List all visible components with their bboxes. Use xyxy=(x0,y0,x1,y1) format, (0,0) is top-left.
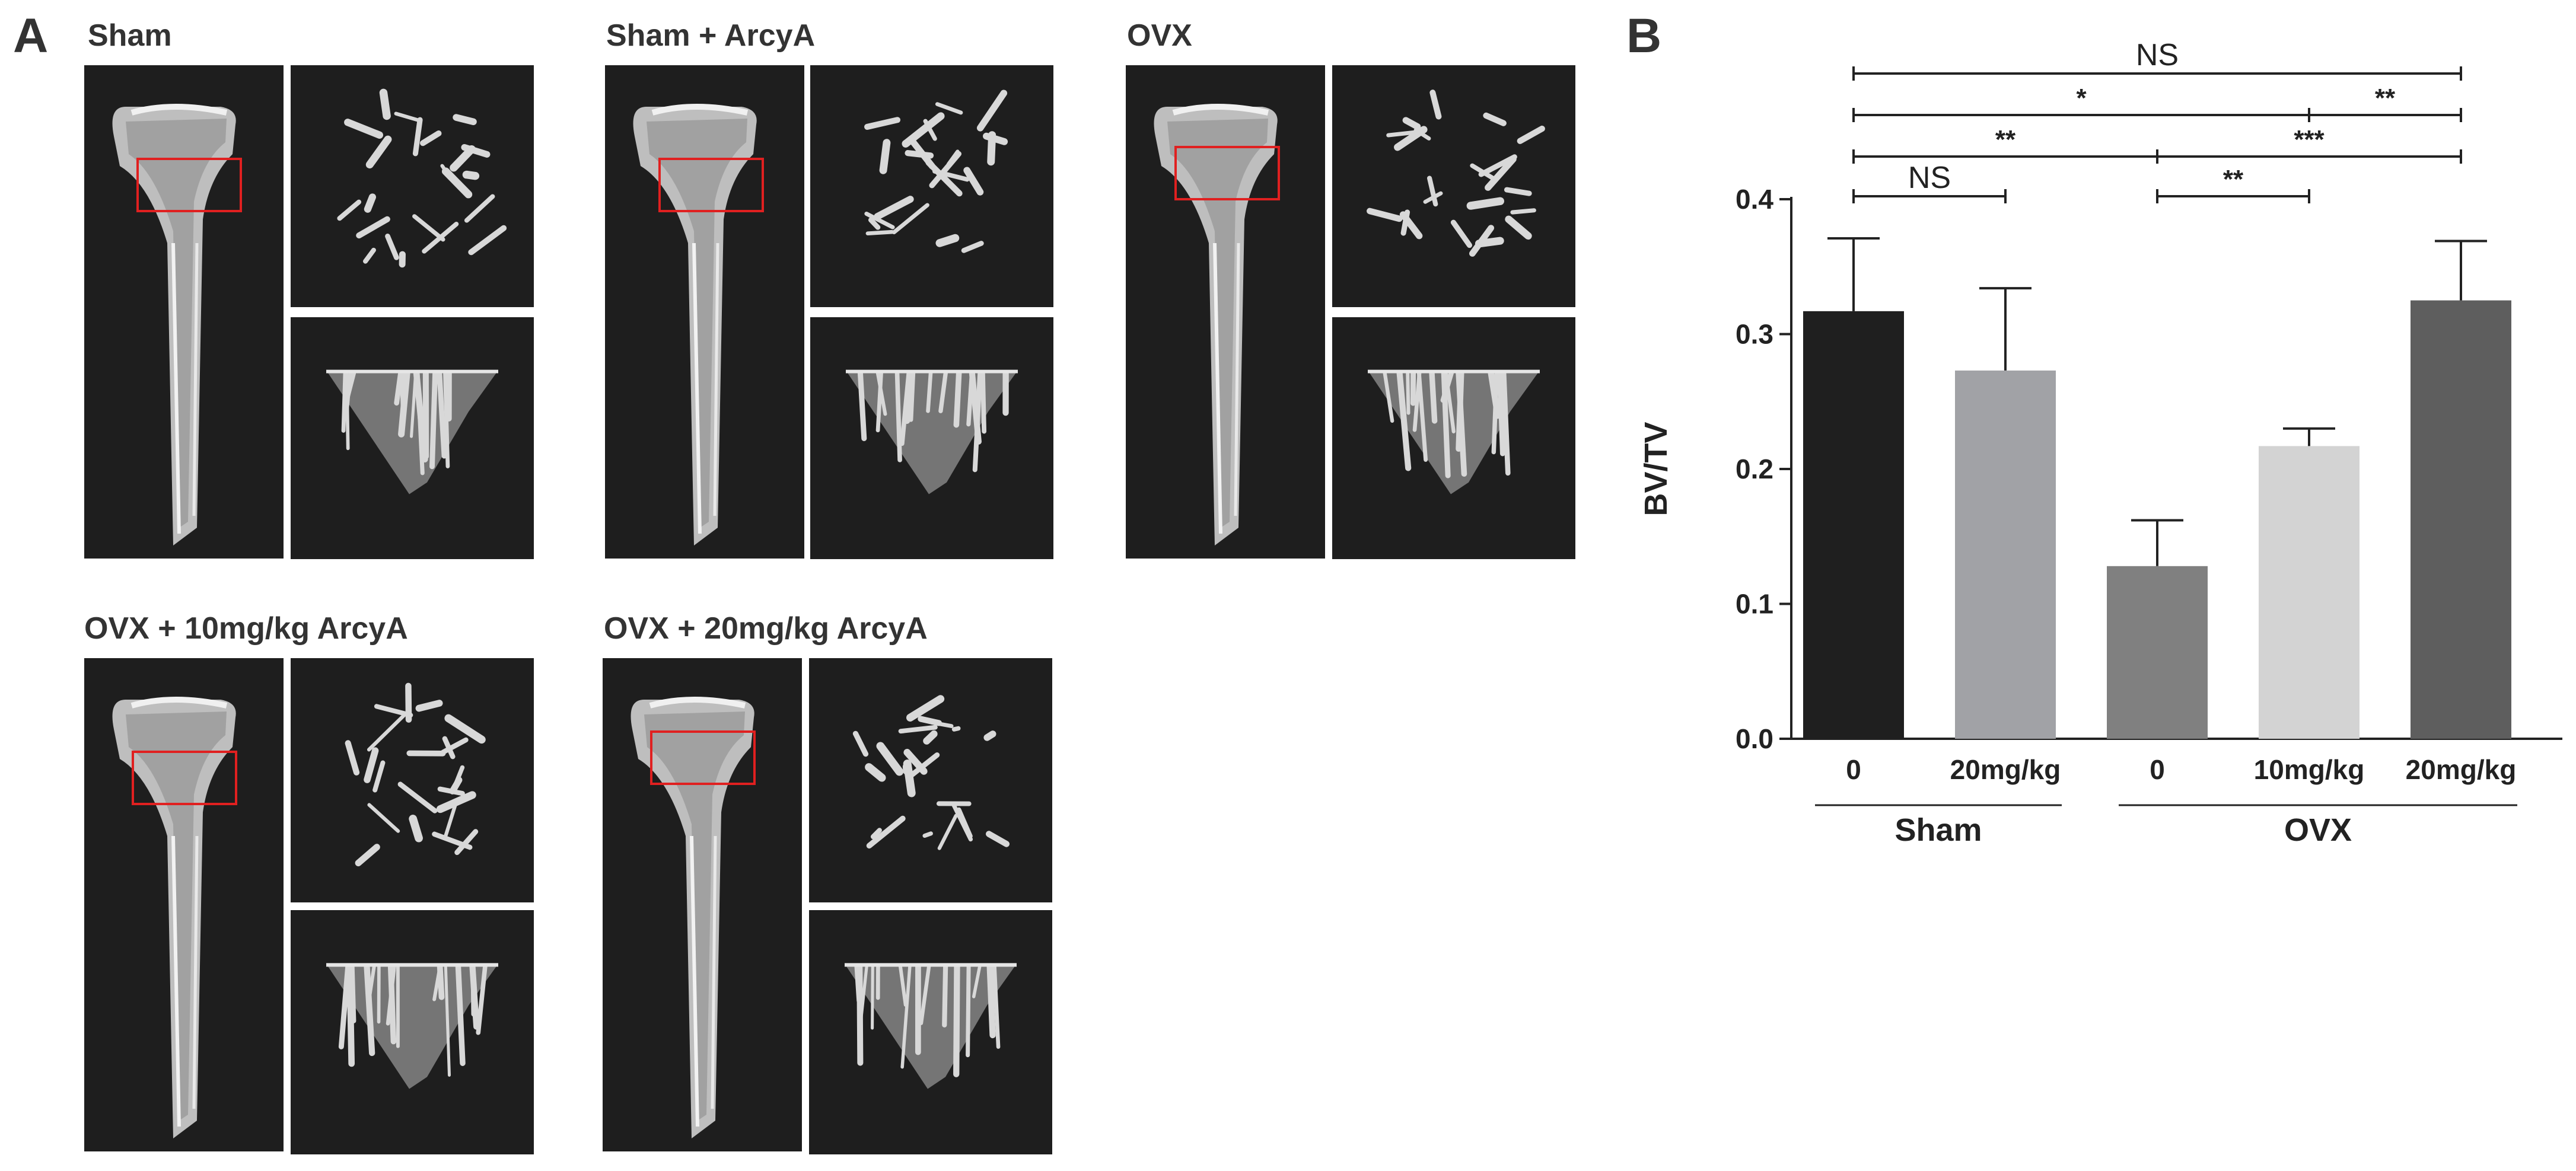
bar xyxy=(2411,300,2511,739)
tibia-scan xyxy=(1126,65,1325,559)
significance-label: ** xyxy=(2223,165,2244,194)
roi-box xyxy=(132,751,237,805)
x-tick-label: 0 xyxy=(2150,754,2165,785)
tibia-scan xyxy=(605,65,804,559)
trabecular-top-view xyxy=(291,65,534,307)
y-tick-label: 0.3 xyxy=(1736,319,1773,350)
significance-label: NS xyxy=(2136,38,2179,72)
tibia-scan xyxy=(603,658,802,1151)
roi-box xyxy=(650,730,756,785)
significance-label: NS xyxy=(1908,161,1951,195)
tibia-scan xyxy=(84,658,284,1151)
group-label: Sham xyxy=(1894,812,1982,848)
roi-box xyxy=(1174,146,1280,200)
trabecular-top-view xyxy=(809,658,1052,902)
y-tick-label: 0.0 xyxy=(1736,723,1773,754)
group-title-ovx: OVX xyxy=(1127,18,1192,53)
roi-box xyxy=(136,158,242,212)
y-tick-label: 0.4 xyxy=(1736,184,1773,215)
significance-label: * xyxy=(2076,84,2087,113)
bar xyxy=(1955,370,2056,739)
x-tick-label: 0 xyxy=(1846,754,1861,785)
group-title-ovx-20: OVX + 20mg/kg ArcyA xyxy=(604,611,928,646)
y-axis-label: BV/TV xyxy=(1638,422,1674,516)
group-title-sham-arcya: Sham + ArcyA xyxy=(606,18,816,53)
significance-label: *** xyxy=(2294,125,2325,154)
x-tick-label: 20mg/kg xyxy=(1950,754,2061,785)
x-tick-label: 20mg/kg xyxy=(2406,754,2517,785)
bar xyxy=(2107,566,2208,739)
group-title-ovx-10: OVX + 10mg/kg ArcyA xyxy=(84,611,408,646)
roi-box xyxy=(658,158,764,212)
x-tick-label: 10mg/kg xyxy=(2254,754,2365,785)
significance-label: ** xyxy=(2375,84,2396,113)
y-tick-label: 0.1 xyxy=(1736,589,1773,620)
trabecular-side-view xyxy=(809,910,1052,1154)
panel-b-label: B xyxy=(1626,9,1662,63)
trabecular-top-view xyxy=(1332,65,1575,307)
tibia-scan xyxy=(84,65,284,559)
significance-label: ** xyxy=(1995,125,2016,154)
trabecular-side-view xyxy=(291,317,534,559)
trabecular-side-view xyxy=(1332,317,1575,559)
bar xyxy=(2259,446,2360,739)
bvtv-bar-chart: 0.0 0.1 0.2 0.3 0.4 BV/TV 0 20mg/kg 0 10mg/kg 20mg… xyxy=(1638,38,2562,848)
group-label: OVX xyxy=(2284,812,2352,848)
trabecular-top-view xyxy=(810,65,1053,307)
bar xyxy=(1803,311,1904,739)
group-title-sham: Sham xyxy=(88,18,172,53)
trabecular-side-view xyxy=(291,910,534,1154)
trabecular-top-view xyxy=(291,658,534,902)
panel-a-label: A xyxy=(13,9,49,63)
y-tick-label: 0.2 xyxy=(1736,454,1773,484)
trabecular-side-view xyxy=(810,317,1053,559)
